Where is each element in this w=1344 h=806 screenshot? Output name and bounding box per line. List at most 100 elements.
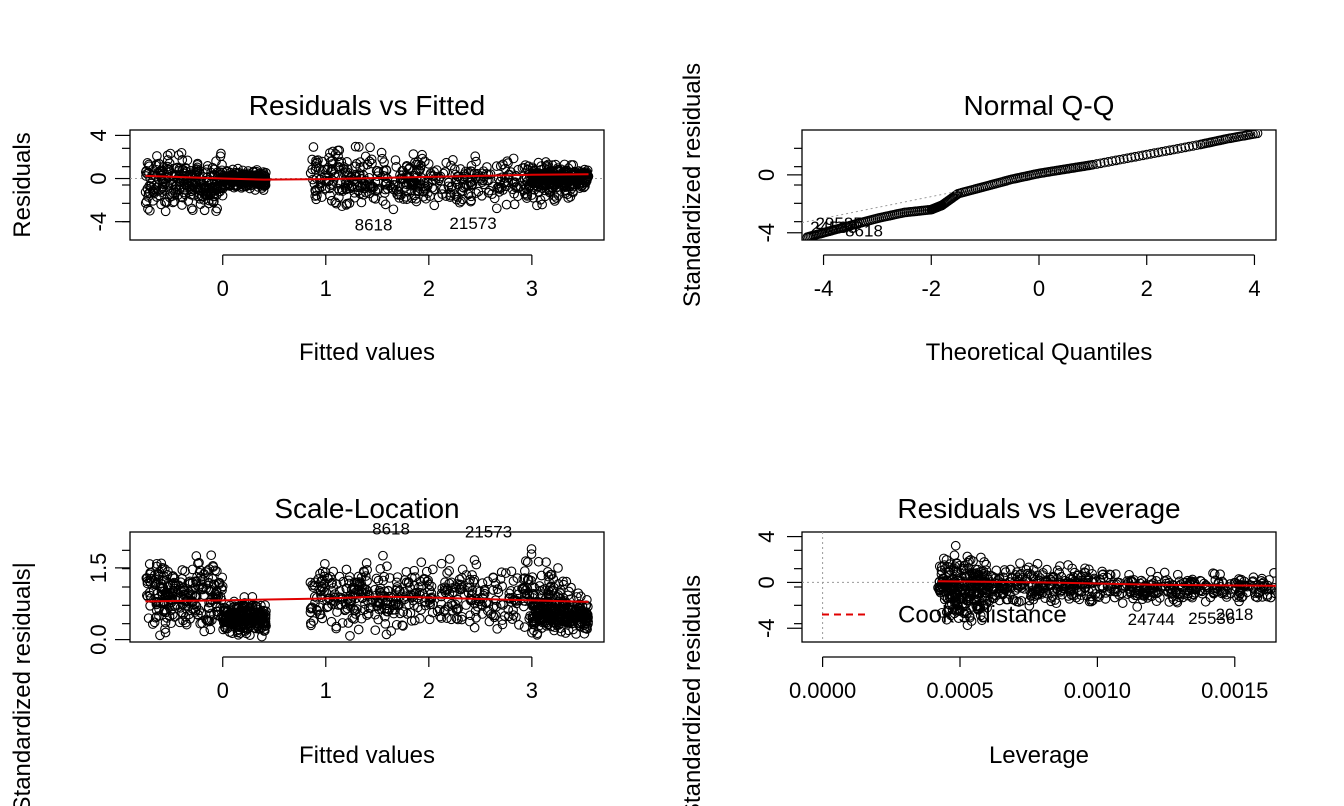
data-point [312,605,323,616]
qq-point [1114,154,1125,165]
data-point [479,584,490,595]
data-point [451,194,462,205]
data-point [175,583,186,594]
data-point [523,574,534,585]
qq-point [1184,141,1194,152]
data-point [459,181,470,192]
x-tick-label: 2 [423,678,435,703]
data-point [553,579,564,589]
panel-title: Normal Q-Q [964,90,1115,121]
data-point [320,183,331,194]
data-point [471,559,482,570]
data-point [1010,585,1021,595]
qq-reference-line [802,130,1265,224]
data-point [1051,598,1062,609]
data-point [497,619,508,630]
data-point [341,200,352,210]
qq-point [1138,150,1148,161]
data-point [350,141,361,152]
data-point [429,200,440,211]
data-point [177,565,188,575]
data-point [208,579,219,590]
data-point [1069,576,1080,586]
data-point [955,593,965,604]
data-point [1126,586,1136,597]
qq-point [1157,146,1167,157]
data-point [148,586,159,596]
data-point [370,193,381,204]
data-point [1045,579,1056,590]
data-point [506,566,517,577]
data-point [436,591,447,602]
data-point [456,196,466,207]
data-point [189,180,200,190]
data-point [403,164,414,175]
data-point [173,150,184,160]
data-point [379,157,389,168]
data-point [500,568,511,578]
y-axis-label: Residuals [9,132,36,237]
data-point [365,142,375,153]
data-point [1037,570,1048,580]
data-point [331,621,342,632]
qq-point [1191,140,1202,151]
data-point [388,600,399,611]
data-point [424,579,434,590]
data-point [225,607,236,618]
data-point [546,602,557,613]
data-point [355,162,365,173]
data-point [211,593,222,604]
data-point [178,589,189,600]
data-point [1066,585,1077,596]
data-point [441,157,452,168]
data-point [155,581,166,592]
data-point [470,151,481,162]
data-point [1055,585,1066,596]
data-point [457,611,467,622]
data-point [543,571,554,582]
data-point [241,606,251,617]
data-point [159,564,170,574]
data-point [258,606,269,616]
panel-3: Scale-Location Fitted values √|Standardize… [9,493,605,806]
data-point [340,605,350,616]
data-point [397,170,408,181]
legend-label: Cook's distance [898,602,1067,629]
data-point [583,616,593,627]
data-point [154,604,164,614]
data-point [452,594,463,605]
data-point [964,556,974,566]
data-point [568,181,578,192]
data-point [520,556,531,566]
data-point [150,612,161,623]
data-point [421,566,432,577]
point-label: 24744 [1128,610,1175,629]
smooth-line [938,580,1276,587]
data-point [961,569,972,579]
data-point [191,577,201,587]
data-point [548,172,559,183]
data-point [196,608,207,619]
data-point [380,618,391,629]
data-point [308,142,319,152]
data-point [486,609,497,620]
data-point [501,199,512,210]
data-point [328,566,339,577]
data-point [532,200,542,211]
data-point [526,549,537,559]
data-point [174,185,185,195]
data-point [314,609,325,620]
data-point [440,167,451,177]
data-point [1021,565,1032,575]
data-point [394,586,404,597]
data-point [1090,589,1101,599]
data-point [160,627,171,638]
data-point [163,566,173,577]
data-point [410,157,420,168]
data-point [1032,558,1043,569]
data-point [210,598,221,609]
data-point [143,613,154,624]
qq-point [1164,145,1175,156]
point-label: 21573 [465,523,512,542]
data-point [529,582,540,593]
